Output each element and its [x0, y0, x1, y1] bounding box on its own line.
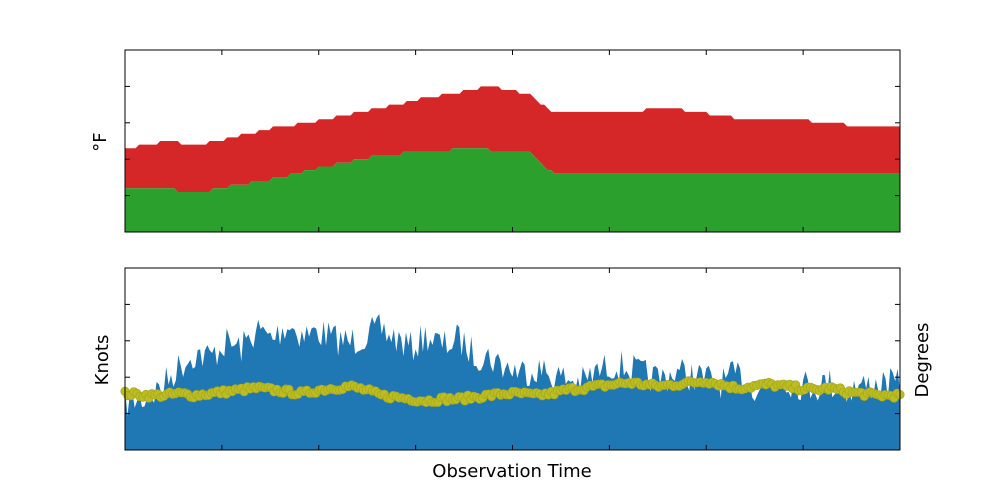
wind-speed-area — [125, 314, 900, 450]
temperature-band — [125, 86, 900, 192]
dew-point-band — [125, 148, 900, 232]
x-axis-label: Observation Time — [432, 461, 591, 482]
wind-direction-y-axis-label: Degrees — [912, 323, 933, 398]
temperature-y-axis-label: °F — [90, 132, 111, 151]
temperature-plot-area — [125, 86, 900, 232]
wind-direction-markers — [120, 376, 905, 407]
wind-ticks — [125, 267, 900, 450]
wind-plot-area — [120, 314, 905, 450]
temperature-panel: °F — [90, 49, 901, 233]
wind-speed-y-axis-label: Knots — [92, 335, 113, 386]
temperature-ticks — [125, 49, 900, 232]
wind-panel: Knots Degrees Observation Time — [92, 267, 933, 482]
